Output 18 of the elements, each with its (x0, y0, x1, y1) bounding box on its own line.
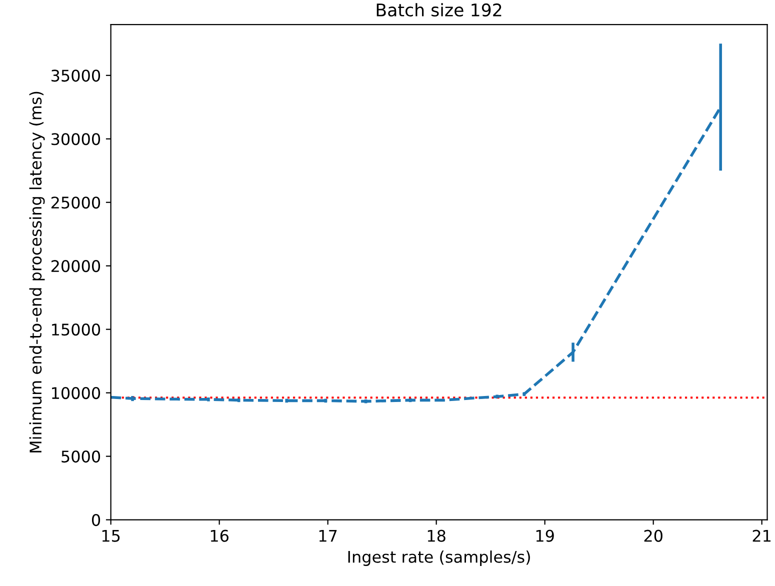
y-tick-label: 35000 (52, 70, 100, 82)
x-tick-label: 19 (536, 530, 554, 542)
y-tick-label: 25000 (51, 196, 100, 209)
y-tick-label: 5000 (62, 450, 100, 463)
y-axis-title: Minimum end-to-end processing latency (ms) (29, 92, 45, 452)
y-tick-label: 0 (92, 514, 100, 526)
x-tick-label: 15 (102, 530, 120, 542)
x-tick-label: 18 (428, 530, 446, 542)
y-tick-label: 30000 (52, 133, 100, 146)
x-tick-label: 20 (644, 530, 662, 542)
chart-title: Batch size 192 (376, 3, 502, 17)
y-tick-label: 15000 (52, 324, 100, 336)
x-tick-label: 21 (752, 530, 771, 542)
y-tick-label: 20000 (51, 260, 100, 272)
x-axis-title: Ingest rate (samples/s) (348, 550, 530, 566)
x-tick-label: 17 (319, 530, 337, 542)
x-tick-label: 16 (210, 530, 228, 542)
y-tick-label: 10000 (52, 387, 100, 400)
